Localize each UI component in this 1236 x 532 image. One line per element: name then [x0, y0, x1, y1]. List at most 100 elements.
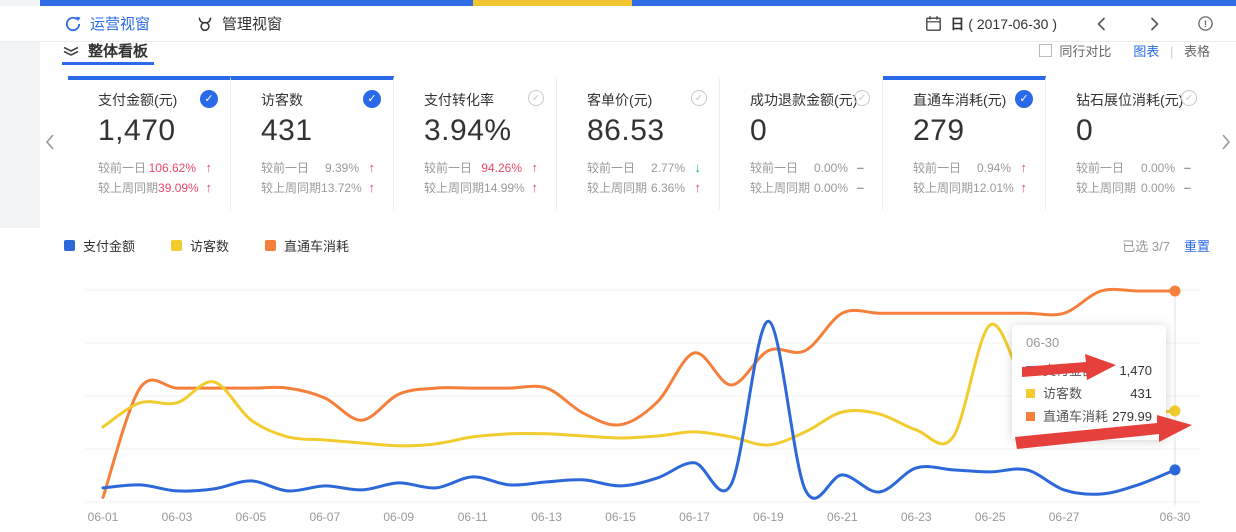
- compare-row: 较前一日 94.26% ↑: [424, 158, 538, 178]
- legend-label: 支付金额: [83, 238, 136, 254]
- view-toggle-separator: |: [1169, 43, 1174, 59]
- x-axis-label: 06-19: [753, 510, 784, 524]
- compare-value: 9.39%: [324, 161, 359, 175]
- metric-card-payment-amount[interactable]: ✓ 支付金额(元) 1,470 较前一日 106.62% ↑ 较上周同期 39.09% ↑: [68, 76, 231, 210]
- metric-card-ztc-cost[interactable]: ✓ 直通车消耗(元) 279 较前一日 0.94% ↑ 较上周同期 12.01% ↑: [883, 76, 1046, 210]
- check-icon[interactable]: ✓: [691, 90, 707, 106]
- view-table-link[interactable]: 表格: [1183, 43, 1210, 59]
- compare-row: 较前一日 0.00% –: [1076, 158, 1191, 178]
- legend-swatch: [171, 239, 183, 251]
- cards-scroll-left-icon[interactable]: [44, 132, 56, 157]
- compare-value: 14.99%: [484, 181, 525, 195]
- check-icon[interactable]: ✓: [200, 90, 218, 108]
- section-header-row: 整体看板 同行对比 图表 | 表格: [0, 42, 1236, 66]
- trend-chart[interactable]: 06-01 06-03 06-05 06-07 06-09 06-11 06-13 06-15…: [0, 262, 1236, 532]
- compare-row: 较上周同期 6.36% ↑: [587, 178, 701, 198]
- metric-card-diamond-cost[interactable]: ✓ 钻石展位消耗(元) 0 较前一日 0.00% – 较上周同期 0.00% –: [1046, 76, 1209, 210]
- up-arrow-icon: ↑: [205, 160, 213, 175]
- legend-item-visitors[interactable]: 访客数: [171, 236, 229, 255]
- top-header: 运营视窗 管理视窗 日 ( 2017-06-30 ): [0, 6, 1236, 42]
- info-icon[interactable]: !: [1197, 15, 1214, 32]
- metric-card-value: 3.94%: [424, 114, 512, 147]
- metric-card-compare-rows: 较前一日 0.00% – 较上周同期 0.00% –: [1076, 158, 1191, 198]
- metric-card-value: 431: [261, 114, 313, 147]
- reset-link[interactable]: 重置: [1183, 238, 1210, 254]
- compare-label: 较上周同期: [424, 181, 485, 195]
- chevron-right-icon[interactable]: [1147, 15, 1161, 33]
- metric-card-refund-amount[interactable]: ✓ 成功退款金额(元) 0 较前一日 0.00% – 较上周同期 0.00% –: [720, 76, 883, 210]
- x-axis-label: 06-07: [309, 510, 340, 524]
- selected-count-text: 已选 3/7: [1122, 238, 1170, 254]
- legend-label: 直通车消耗: [284, 238, 350, 254]
- metric-card-title: 支付转化率: [424, 92, 494, 108]
- compare-label: 较上周同期: [587, 181, 648, 195]
- tab-management-view[interactable]: 管理视窗: [196, 13, 282, 34]
- compare-value: 2.77%: [650, 161, 685, 175]
- x-axis-label: 06-21: [827, 510, 858, 524]
- tab-operations-view[interactable]: 运营视窗: [64, 13, 150, 34]
- compare-label: 较上周同期: [1076, 181, 1137, 195]
- metric-card-compare-rows: 较前一日 9.39% ↑ 较上周同期 13.72% ↑: [261, 158, 375, 198]
- metric-card-value: 0: [750, 114, 768, 147]
- metric-card-avg-order-value[interactable]: ✓ 客单价(元) 86.53 较前一日 2.77% ↓ 较上周同期 6.36% ↑: [557, 76, 720, 210]
- x-axis-label: 06-17: [679, 510, 710, 524]
- chart-canvas: 06-01 06-03 06-05 06-07 06-09 06-11 06-13 06-15…: [85, 285, 1200, 524]
- check-icon[interactable]: ✓: [363, 90, 381, 108]
- chart-legend-row: 支付金额 访客数 直通车消耗 已选 3/7 重置: [0, 228, 1236, 262]
- x-axis-label: 06-13: [531, 510, 562, 524]
- compare-label: 较上周同期: [98, 181, 159, 195]
- compare-row: 较上周同期 39.09% ↑: [98, 178, 212, 198]
- chevron-left-icon[interactable]: [1095, 15, 1109, 33]
- metric-card-compare-rows: 较前一日 94.26% ↑ 较上周同期 14.99% ↑: [424, 158, 538, 198]
- metric-card-title: 成功退款金额(元): [750, 92, 858, 108]
- legend-item-payment[interactable]: 支付金额: [64, 236, 135, 255]
- compare-label: 较前一日: [261, 161, 310, 175]
- x-axis-label: 06-25: [975, 510, 1006, 524]
- compare-value: 0.00%: [1140, 161, 1175, 175]
- series-endpoint-payment: [1169, 464, 1181, 476]
- metric-card-title: 客单价(元): [587, 92, 653, 108]
- compare-value: 0.94%: [976, 161, 1011, 175]
- x-axis-label: 06-23: [901, 510, 932, 524]
- metric-card-visitor-count[interactable]: ✓ 访客数 431 较前一日 9.39% ↑ 较上周同期 13.72% ↑: [231, 76, 394, 210]
- legend-swatch: [64, 239, 75, 251]
- compare-value: 0.00%: [813, 181, 848, 195]
- peer-compare-label[interactable]: 同行对比: [1059, 43, 1112, 59]
- compare-value: 94.26%: [481, 161, 522, 175]
- metric-card-conversion-rate[interactable]: ✓ 支付转化率 3.94% 较前一日 94.26% ↑ 较上周同期 14.99% ↑: [394, 76, 557, 210]
- compare-value: 12.01%: [973, 181, 1014, 195]
- check-icon[interactable]: ✓: [1015, 90, 1033, 108]
- browser-loading-bar: [0, 0, 1236, 6]
- legend-item-ztc[interactable]: 直通车消耗: [265, 236, 349, 255]
- metric-card-title: 访客数: [261, 92, 303, 108]
- tooltip-row: 访客数 431: [1026, 382, 1152, 405]
- cards-scroll-right-icon[interactable]: [1220, 132, 1232, 157]
- x-axis-label: 06-11: [458, 510, 488, 524]
- metric-card-title: 钻石展位消耗(元): [1076, 92, 1184, 108]
- x-axis-label: 06-15: [605, 510, 636, 524]
- metric-card-value: 0: [1076, 114, 1094, 147]
- up-arrow-icon: ↑: [531, 180, 539, 195]
- check-icon[interactable]: ✓: [854, 90, 870, 106]
- compare-label: 较上周同期: [750, 181, 811, 195]
- x-axis-label: 06-30: [1160, 510, 1191, 524]
- check-icon[interactable]: ✓: [528, 90, 544, 106]
- series-line-ztc: [101, 287, 1177, 499]
- compare-value: 39.09%: [158, 181, 199, 195]
- compare-row: 较上周同期 14.99% ↑: [424, 178, 538, 198]
- check-icon[interactable]: ✓: [1181, 90, 1197, 106]
- metric-card-value: 1,470: [98, 114, 176, 147]
- tooltip-row: 支付金额 1,470: [1026, 359, 1152, 382]
- up-arrow-icon: ↑: [205, 180, 213, 195]
- compare-value: 0.00%: [813, 161, 848, 175]
- compare-label: 较前一日: [750, 161, 799, 175]
- date-picker[interactable]: 日 ( 2017-06-30 ): [925, 14, 1057, 34]
- tooltip-row: 直通车消耗 279.99: [1026, 405, 1152, 428]
- tooltip-series-name: 支付金额: [1043, 363, 1096, 378]
- sync-circle-icon: [64, 15, 82, 33]
- tooltip-series-name: 直通车消耗: [1043, 409, 1109, 424]
- view-chart-link[interactable]: 图表: [1133, 43, 1160, 59]
- compare-value: 13.72%: [321, 181, 362, 195]
- peer-compare-checkbox[interactable]: [1039, 43, 1053, 57]
- section-title-overall-board[interactable]: 整体看板: [62, 42, 148, 61]
